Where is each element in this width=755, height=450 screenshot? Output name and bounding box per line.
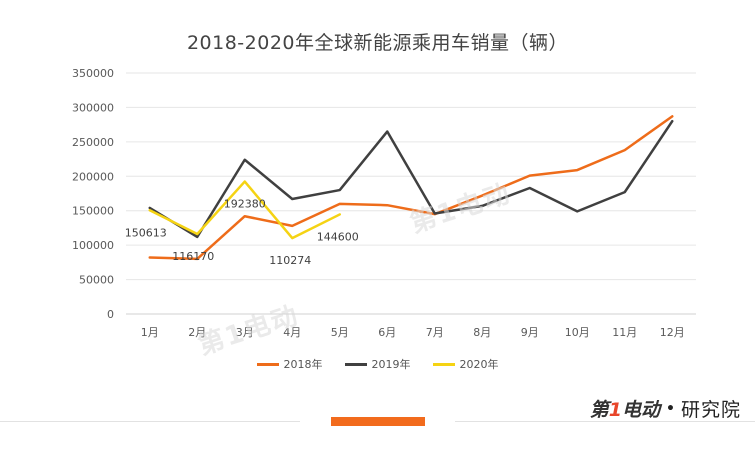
y-tick-label: 0 bbox=[107, 308, 114, 321]
y-tick-label: 300000 bbox=[72, 101, 114, 114]
brand-logo: 第1电动 bbox=[590, 395, 660, 422]
x-tick-label: 11月 bbox=[612, 326, 637, 339]
brand-mark: 第1电动 • 研究院 bbox=[590, 395, 741, 422]
x-tick-label: 6月 bbox=[378, 326, 396, 339]
x-tick-label: 12月 bbox=[660, 326, 685, 339]
data-label: 192380 bbox=[224, 198, 266, 211]
series-line-2019年 bbox=[148, 119, 674, 239]
data-label: 110274 bbox=[269, 254, 311, 267]
legend-label-2018: 2018年 bbox=[283, 358, 323, 371]
y-tick-label: 50000 bbox=[79, 274, 114, 287]
x-tick-label: 3月 bbox=[236, 326, 254, 339]
data-label: 144600 bbox=[317, 230, 359, 243]
legend-item-2020[interactable]: 2020年 bbox=[432, 356, 499, 372]
y-tick-label: 350000 bbox=[72, 67, 114, 80]
brand-dot: • bbox=[666, 400, 675, 417]
brand-logo-prefix: 第 bbox=[589, 399, 609, 421]
footer-divider bbox=[455, 421, 755, 422]
footer-divider bbox=[0, 421, 300, 422]
legend-label-2019: 2019年 bbox=[371, 358, 411, 371]
chart-legend: 2018年 2019年 2020年 bbox=[0, 356, 755, 372]
y-tick-label: 100000 bbox=[72, 239, 114, 252]
brand-logo-suffix: 电动 bbox=[622, 399, 661, 421]
chart-title: 2018-2020年全球新能源乘用车销量（辆） bbox=[186, 32, 569, 54]
x-tick-label: 2月 bbox=[188, 326, 206, 339]
legend-swatch-2019 bbox=[344, 362, 367, 366]
x-tick-label: 4月 bbox=[283, 326, 301, 339]
x-tick-label: 5月 bbox=[331, 326, 349, 339]
x-tick-label: 10月 bbox=[565, 326, 590, 339]
legend-label-2020: 2020年 bbox=[459, 358, 499, 371]
legend-item-2018[interactable]: 2018年 bbox=[256, 356, 323, 372]
x-tick-label: 1月 bbox=[141, 326, 159, 339]
footer-accent-bar bbox=[331, 417, 425, 426]
legend-item-2019[interactable]: 2019年 bbox=[344, 356, 411, 372]
data-label: 150613 bbox=[125, 226, 167, 239]
x-tick-label: 9月 bbox=[521, 326, 539, 339]
brand-logo-one: 1 bbox=[608, 399, 623, 421]
x-tick-label: 7月 bbox=[426, 326, 444, 339]
line-chart: 0 50000 100000 150000 200000 250000 300000 3500… bbox=[72, 67, 696, 339]
y-tick-label: 250000 bbox=[72, 136, 114, 149]
x-tick-label: 8月 bbox=[473, 326, 491, 339]
series-line-2020年 bbox=[148, 180, 341, 240]
brand-name: 研究院 bbox=[680, 399, 741, 421]
legend-swatch-2018 bbox=[256, 362, 279, 366]
y-tick-label: 200000 bbox=[72, 170, 114, 183]
series-line-2018年 bbox=[148, 115, 674, 261]
data-label: 116170 bbox=[172, 250, 214, 263]
y-tick-label: 150000 bbox=[72, 205, 114, 218]
legend-swatch-2020 bbox=[432, 362, 455, 366]
